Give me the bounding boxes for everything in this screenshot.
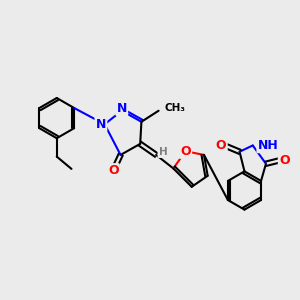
Text: CH₃: CH₃ [165, 103, 186, 113]
Text: O: O [180, 145, 191, 158]
Text: O: O [279, 154, 290, 166]
Text: O: O [216, 139, 226, 152]
Text: N: N [96, 118, 106, 131]
Text: NH: NH [258, 139, 278, 152]
Text: N: N [117, 102, 127, 115]
Text: O: O [108, 164, 119, 177]
Text: H: H [159, 147, 167, 157]
